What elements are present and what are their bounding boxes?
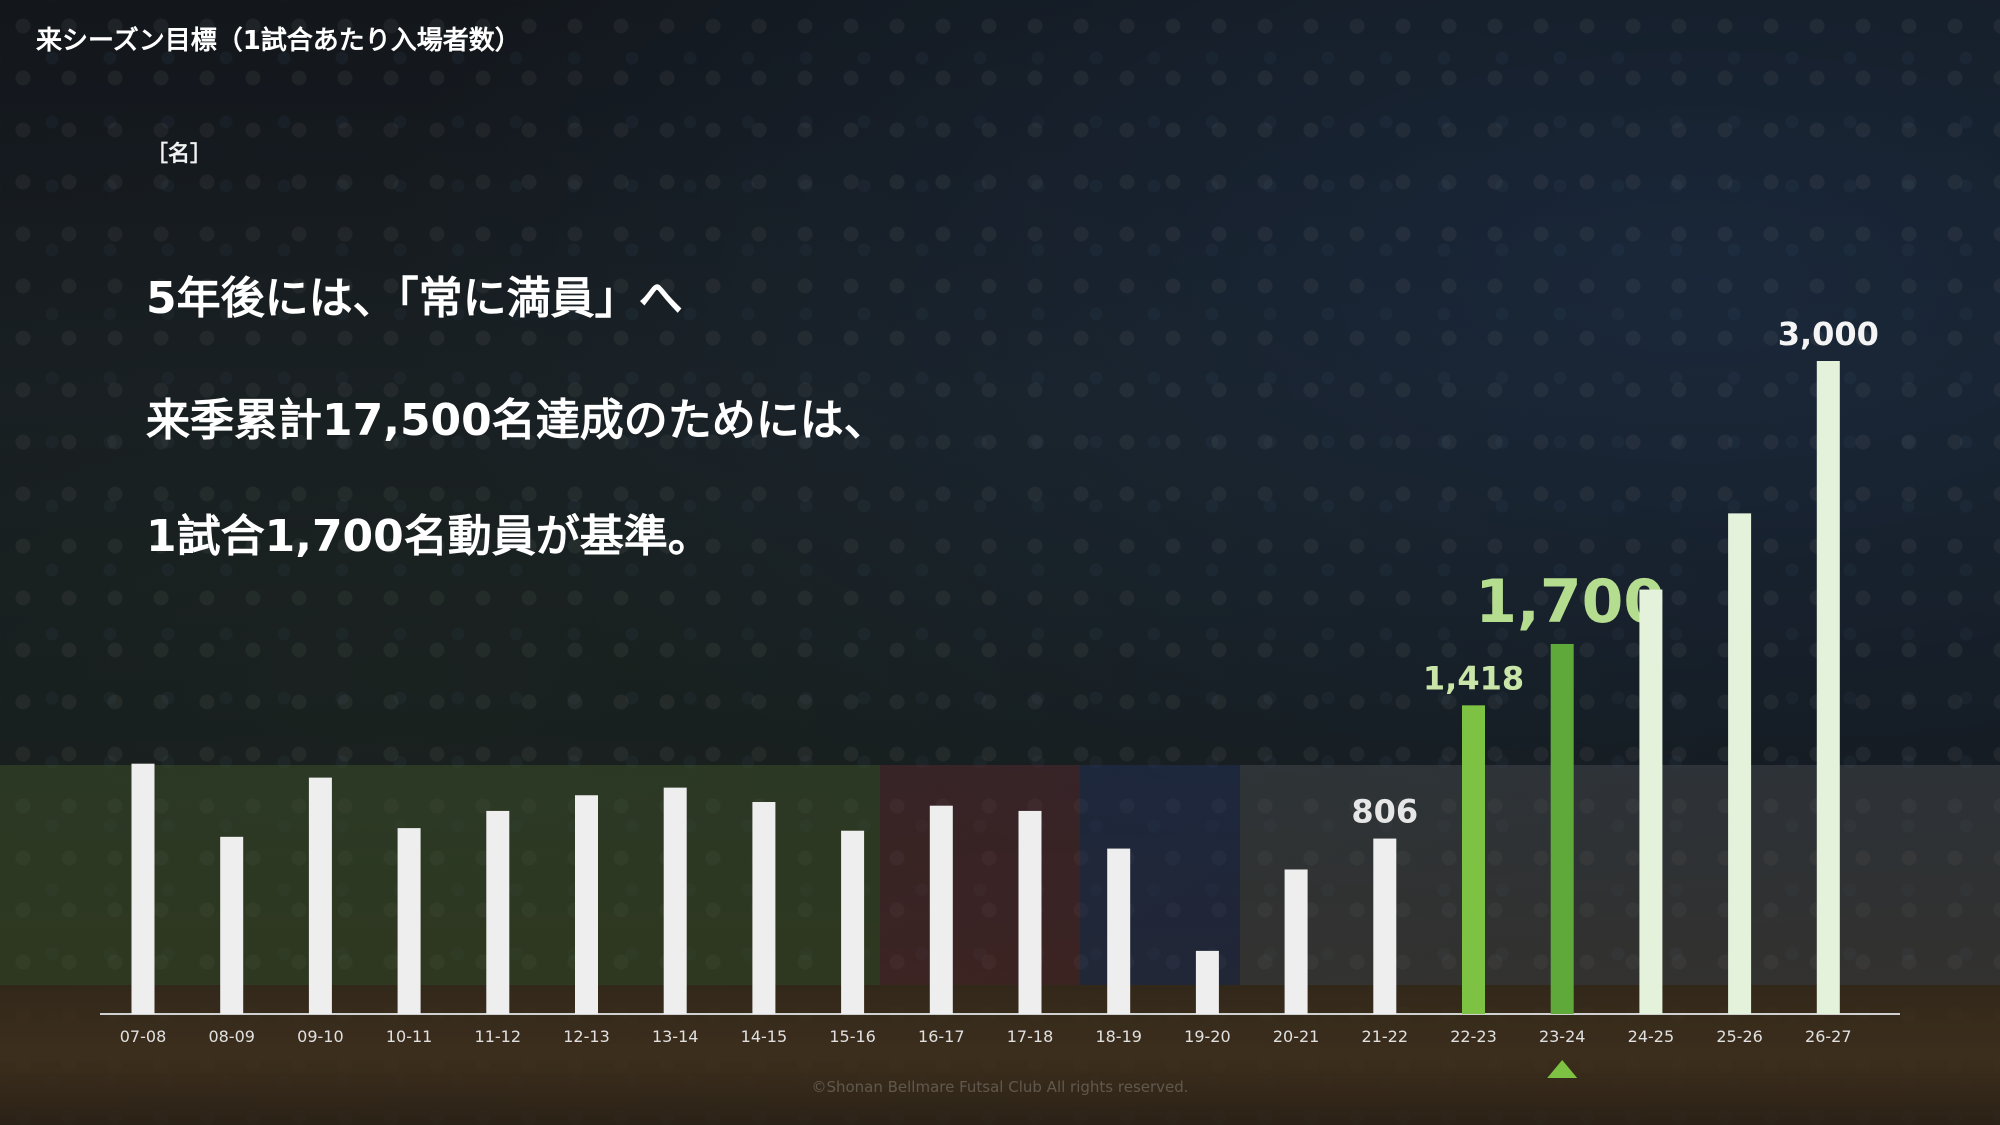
bar-14-15 (752, 801, 776, 1014)
bar-09-10 (308, 777, 332, 1014)
tick-label-22-23: 22-23 (1450, 1027, 1497, 1046)
unit-label: ［名］ (146, 142, 213, 167)
tick-label-24-25: 24-25 (1628, 1027, 1675, 1046)
data-label-26-27: 3,000 (1778, 315, 1879, 353)
bar-15-16 (841, 830, 865, 1014)
message-line-1: 5年後には、「常に満員」へ (146, 273, 683, 324)
data-label-23-24: 1,700 (1475, 567, 1665, 637)
bar-10-11 (397, 828, 421, 1014)
tick-label-16-17: 16-17 (918, 1027, 965, 1046)
bar-18-19 (1107, 848, 1131, 1014)
tick-label-21-22: 21-22 (1362, 1027, 1409, 1046)
highlight-marker-icon (1547, 1060, 1578, 1078)
tick-label-15-16: 15-16 (829, 1027, 876, 1046)
tick-label-26-27: 26-27 (1805, 1027, 1852, 1046)
bar-20-21 (1284, 869, 1308, 1014)
copyright-notice: ©Shonan Bellmare Futsal Club All rights … (811, 1078, 1189, 1096)
bar-08-09 (220, 836, 244, 1014)
data-label-21-22: 806 (1351, 793, 1418, 831)
bar-19-20 (1195, 950, 1219, 1014)
tick-label-11-12: 11-12 (475, 1027, 522, 1046)
tick-label-23-24: 23-24 (1539, 1027, 1586, 1046)
bar-16-17 (929, 805, 953, 1014)
tick-label-17-18: 17-18 (1007, 1027, 1054, 1046)
tick-label-07-08: 07-08 (120, 1027, 167, 1046)
court-floor (0, 985, 2000, 1125)
bar-12-13 (575, 795, 598, 1014)
advertising-boards (0, 765, 2000, 985)
data-label-22-23: 1,418 (1423, 659, 1524, 697)
tick-label-12-13: 12-13 (563, 1027, 610, 1046)
tick-label-08-09: 08-09 (208, 1027, 255, 1046)
bar-26-27 (1816, 361, 1840, 1014)
tick-label-10-11: 10-11 (386, 1027, 433, 1046)
bar-25-26 (1728, 513, 1752, 1014)
bar-13-14 (663, 787, 687, 1014)
bar-07-08 (131, 763, 155, 1014)
message-line-2: 来季累計17,500名達成のためには、 (146, 395, 888, 446)
bar-21-22 (1373, 838, 1397, 1014)
tick-label-25-26: 25-26 (1716, 1027, 1763, 1046)
bar-24-25 (1639, 589, 1663, 1014)
message-line-3: 1試合1,700名動員が基準。 (146, 511, 712, 562)
slide-title: 来シーズン目標（1試合あたり入場者数） (36, 26, 521, 56)
tick-label-14-15: 14-15 (741, 1027, 788, 1046)
tick-label-13-14: 13-14 (652, 1027, 699, 1046)
bar-22-23 (1462, 705, 1485, 1014)
bar-23-24 (1550, 643, 1574, 1014)
tick-label-19-20: 19-20 (1184, 1027, 1231, 1046)
tick-label-09-10: 09-10 (297, 1027, 344, 1046)
bar-17-18 (1018, 810, 1042, 1014)
tick-label-20-21: 20-21 (1273, 1027, 1320, 1046)
tick-label-18-19: 18-19 (1095, 1027, 1142, 1046)
bar-11-12 (486, 810, 510, 1014)
